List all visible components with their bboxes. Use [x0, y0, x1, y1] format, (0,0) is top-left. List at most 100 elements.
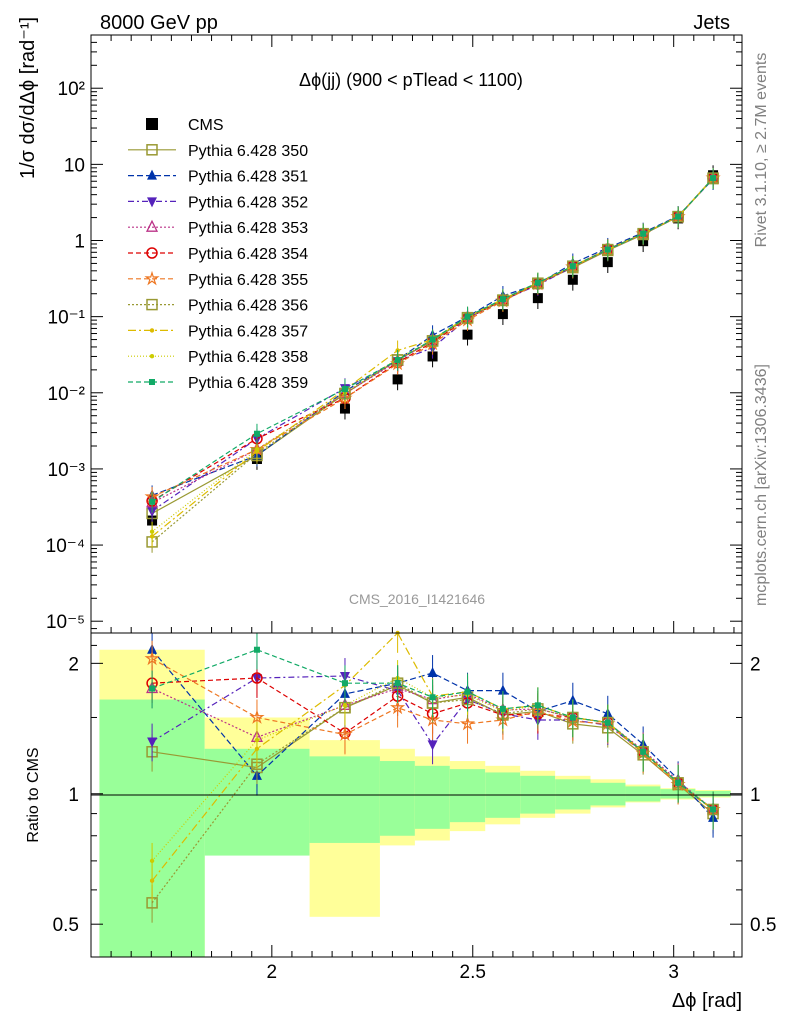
legend-label-pythia-6-428-358: Pythia 6.428 358 [188, 349, 308, 366]
main-series-group [144, 165, 721, 553]
data-point-cms [462, 329, 473, 340]
green-band-bin [555, 779, 591, 810]
legend-label-pythia-6-428-357: Pythia 6.428 357 [188, 323, 308, 340]
data-point-cms [602, 257, 613, 268]
data-point-pythia-6-428-359 [253, 430, 260, 437]
legend-marker-pythia-6-428-358 [149, 354, 155, 359]
data-point-cms [567, 274, 578, 285]
side-label-rivet: Rivet 3.1.10, ≥ 2.7M events [753, 53, 770, 248]
ratio-point-pythia-6-428-351 [497, 684, 508, 695]
analysis-watermark: CMS_2016_I1421646 [349, 591, 485, 607]
ratio-y-tick-label-right: 1 [750, 785, 761, 806]
legend-marker-pythia-6-428-357 [149, 328, 155, 333]
green-band-bin [625, 786, 661, 802]
green-band-bin [309, 756, 380, 843]
legend-marker-pythia-6-428-359 [149, 379, 155, 385]
data-point-pythia-6-428-359 [534, 279, 541, 286]
header-left: 8000 GeV pp [100, 12, 218, 34]
y-tick-label: 10⁻³ [48, 460, 86, 481]
legend-label-pythia-6-428-350: Pythia 6.428 350 [188, 143, 308, 160]
legend-marker-pythia-6-428-353 [145, 219, 159, 232]
legend-marker-pythia-6-428-354 [146, 247, 158, 259]
ratio-point-pythia-6-428-359 [675, 779, 682, 786]
data-point-pythia-6-428-359 [604, 246, 611, 253]
y-axis-label: 1/σ dσ/dΔϕ [rad⁻¹] [17, 17, 39, 179]
ratio-y-tick-label-right: 2 [750, 654, 761, 675]
data-point-pythia-6-428-359 [499, 296, 506, 303]
legend-label-pythia-6-428-353: Pythia 6.428 353 [188, 220, 308, 237]
ratio-point-pythia-6-428-359 [604, 719, 611, 726]
ratio-point-pythia-6-428-358 [342, 703, 348, 708]
legend-marker-pythia-6-428-351 [147, 169, 157, 180]
legend: CMS Pythia 6.428 350 Pythia 6.428 351 Pythi… [128, 117, 308, 392]
ratio-point-pythia-6-428-359 [341, 680, 348, 687]
y-tick-label: 10⁻⁴ [46, 536, 85, 557]
y-tick-label: 1 [74, 232, 85, 253]
legend-label-pythia-6-428-355: Pythia 6.428 355 [188, 272, 308, 289]
ratio-uncertainty-bands [99, 649, 731, 957]
ratio-point-pythia-6-428-358 [149, 858, 155, 864]
x-tick-label: 2 [267, 962, 278, 983]
data-point-pythia-6-428-359 [710, 175, 717, 182]
legend-label-pythia-6-428-359: Pythia 6.428 359 [188, 375, 308, 392]
data-point-pythia-6-428-359 [569, 263, 576, 270]
data-point-pythia-6-428-358 [149, 529, 155, 534]
ratio-point-pythia-6-428-359 [569, 714, 576, 721]
y-tick-label: 10² [58, 79, 85, 100]
ratio-point-pythia-6-428-355 [144, 650, 160, 666]
ratio-point-pythia-6-428-352 [427, 740, 438, 751]
ratio-series-group [144, 630, 721, 923]
legend-label-cms: CMS [188, 117, 224, 134]
green-band-bin [414, 765, 450, 829]
data-point-cms [392, 374, 403, 385]
green-band-bin [449, 769, 486, 823]
legend-marker-pythia-6-428-355 [144, 270, 160, 286]
data-point-pythia-6-428-359 [429, 336, 436, 343]
legend-label-pythia-6-428-354: Pythia 6.428 354 [188, 246, 308, 263]
y-tick-label: 10⁻¹ [48, 308, 86, 329]
legend-marker-pythia-6-428-350 [146, 144, 158, 156]
ratio-y-tick-label-left: 2 [68, 654, 79, 675]
data-point-pythia-6-428-359 [464, 313, 471, 320]
ratio-y-tick-label-right: 0.5 [750, 915, 776, 936]
legend-label-pythia-6-428-356: Pythia 6.428 356 [188, 298, 308, 315]
ratio-point-pythia-6-428-359 [394, 680, 401, 687]
x-tick-label: 3 [668, 962, 679, 983]
green-band-bin [590, 782, 626, 806]
ratio-point-pythia-6-428-354 [251, 672, 263, 684]
ratio-point-pythia-6-428-359 [499, 705, 506, 712]
plot-title: Δϕ(jj) (900 < pTlead < 1100) [299, 70, 523, 90]
side-label-mcplots: mcplots.cern.ch [arXiv:1306.3436] [753, 364, 770, 606]
legend-marker-pythia-6-428-356 [146, 298, 158, 311]
data-point-cms [532, 293, 543, 304]
ratio-point-pythia-6-428-355 [389, 699, 406, 715]
ratio-point-pythia-6-428-355 [249, 709, 265, 724]
ratio-point-pythia-6-428-351 [427, 666, 438, 677]
ratio-point-pythia-6-428-359 [429, 694, 436, 701]
ratio-point-pythia-6-428-359 [640, 748, 647, 755]
ratio-y-tick-label-left: 0.5 [53, 915, 79, 936]
ratio-point-pythia-6-428-352 [147, 737, 158, 748]
data-point-pythia-6-428-358 [254, 447, 260, 452]
y-tick-label: 10⁻² [48, 384, 86, 405]
ratio-point-pythia-6-428-355 [337, 726, 353, 742]
legend-marker-pythia-6-428-352 [147, 197, 157, 208]
legend-label-pythia-6-428-352: Pythia 6.428 352 [188, 194, 308, 211]
data-point-pythia-6-428-359 [394, 356, 401, 363]
header-right: Jets [693, 12, 730, 34]
legend-marker-cms [146, 118, 158, 130]
y-tick-label: 10⁻⁵ [46, 612, 85, 633]
ratio-point-pythia-6-428-358 [254, 737, 260, 743]
data-point-cms [497, 309, 508, 320]
data-point-pythia-6-428-359 [640, 230, 647, 237]
ratio-point-pythia-6-428-359 [149, 685, 156, 692]
ratio-point-pythia-6-428-359 [464, 688, 471, 695]
ratio-y-axis-label: Ratio to CMS [25, 747, 42, 842]
green-band-bin [379, 761, 415, 836]
data-point-pythia-6-428-359 [675, 213, 682, 220]
axis-ticks: 10⁻⁵ 10⁻⁴ 10⁻³ 10⁻² 10⁻¹ 1 10 10² 0.5 0.5 1 1 2 2 2 2.5… [46, 34, 776, 983]
ratio-point-pythia-6-428-359 [710, 806, 717, 813]
legend-label-pythia-6-428-351: Pythia 6.428 351 [188, 169, 308, 186]
ratio-point-pythia-6-428-355 [459, 715, 476, 731]
